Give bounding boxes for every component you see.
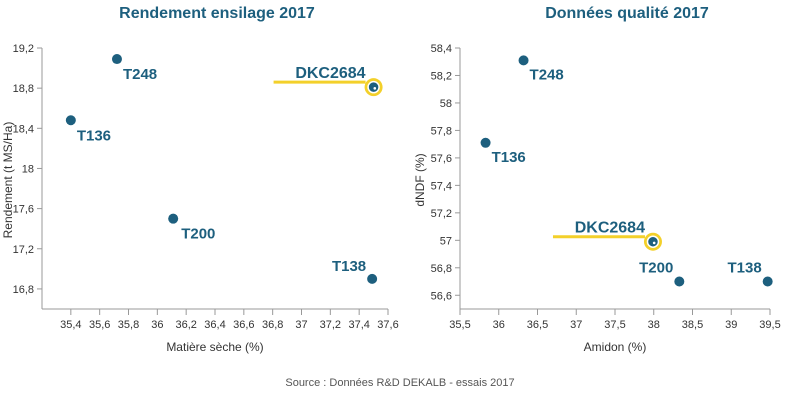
y-tick-label: 58,2 xyxy=(431,70,452,82)
point-label: T138 xyxy=(332,258,366,275)
x-tick-label: 36 xyxy=(493,319,505,331)
chart-title: Données qualité 2017 xyxy=(545,5,709,22)
data-point-t248 xyxy=(518,55,529,66)
y-axis-label: Rendement (t MS/Ha) xyxy=(1,122,15,239)
point-label: T136 xyxy=(492,149,526,166)
x-tick-label: 36,8 xyxy=(262,319,283,331)
x-tick-label: 39,5 xyxy=(759,319,780,331)
x-tick-label: 37,2 xyxy=(320,319,341,331)
chart-title: Rendement ensilage 2017 xyxy=(119,5,315,22)
y-tick-label: 17,2 xyxy=(13,244,34,256)
x-tick-label: 36,5 xyxy=(527,319,548,331)
point-label: DKC2684 xyxy=(575,220,645,237)
data-point-t136 xyxy=(480,137,491,148)
x-tick-label: 36,6 xyxy=(233,319,254,331)
x-tick-label: 35,4 xyxy=(60,319,81,331)
y-tick-label: 18,8 xyxy=(13,83,34,95)
x-tick-label: 36,2 xyxy=(175,319,196,331)
x-axis-label: Matière sèche (%) xyxy=(166,340,263,354)
x-tick-label: 35,8 xyxy=(118,319,139,331)
data-point-t248 xyxy=(111,54,122,65)
data-point-t200 xyxy=(168,213,179,224)
y-tick-label: 57,2 xyxy=(431,208,452,220)
y-tick-label: 58,4 xyxy=(431,43,452,55)
y-tick-label: 17,6 xyxy=(13,204,34,216)
x-tick-label: 38,5 xyxy=(682,319,703,331)
y-tick-label: 18 xyxy=(22,163,34,175)
x-axis-label: Amidon (%) xyxy=(584,340,647,354)
y-axis-label: dNDF (%) xyxy=(413,153,427,206)
source-note: Source : Données R&D DEKALB - essais 201… xyxy=(285,377,514,389)
data-point-dkc2684 xyxy=(646,235,660,248)
x-tick-label: 36 xyxy=(151,319,163,331)
x-tick-label: 37,4 xyxy=(348,319,369,331)
y-tick-label: 57,4 xyxy=(431,180,452,192)
point-label: DKC2684 xyxy=(295,65,365,82)
x-tick-label: 35,6 xyxy=(89,319,110,331)
x-tick-label: 37 xyxy=(570,319,582,331)
data-point-t136 xyxy=(65,115,76,126)
x-tick-label: 37,6 xyxy=(377,319,398,331)
x-tick-label: 36,4 xyxy=(204,319,225,331)
y-tick-label: 58 xyxy=(440,98,452,110)
highlight-dot xyxy=(373,87,377,90)
y-tick-label: 57 xyxy=(440,235,452,247)
data-point-t138 xyxy=(367,273,378,284)
data-point-t200 xyxy=(674,276,685,287)
y-tick-label: 56,8 xyxy=(431,263,452,275)
y-tick-label: 56,6 xyxy=(431,290,452,302)
chart-rendement: Rendement ensilage 2017 Matière sèche (%… xyxy=(1,5,399,354)
x-tick-label: 35,5 xyxy=(449,319,470,331)
point-label: T136 xyxy=(77,127,111,144)
data-point-t138 xyxy=(762,276,773,287)
point-label: T200 xyxy=(181,226,215,243)
x-tick-label: 37 xyxy=(295,319,307,331)
y-tick-label: 19,2 xyxy=(13,43,34,55)
x-tick-label: 38 xyxy=(648,319,660,331)
highlight-dot xyxy=(652,241,656,245)
y-tick-label: 16,8 xyxy=(13,284,34,296)
point-label: T138 xyxy=(727,260,761,277)
x-tick-label: 37,5 xyxy=(604,319,625,331)
y-tick-label: 57,8 xyxy=(431,125,452,137)
point-label: T248 xyxy=(530,66,564,83)
x-tick-label: 39 xyxy=(725,319,737,331)
data-point-dkc2684 xyxy=(367,80,380,94)
y-tick-label: 57,6 xyxy=(431,153,452,165)
chart-qualite: Données qualité 2017 Amidon (%) dNDF (%)… xyxy=(413,5,781,354)
y-tick-label: 18,4 xyxy=(13,123,34,135)
point-label: T248 xyxy=(123,66,157,83)
point-label: T200 xyxy=(639,260,673,277)
